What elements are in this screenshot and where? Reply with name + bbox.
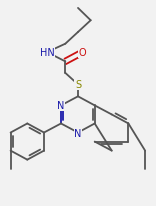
Text: HN: HN [40, 48, 54, 58]
Text: S: S [75, 80, 81, 90]
Text: O: O [79, 48, 86, 58]
Text: N: N [74, 128, 82, 138]
Text: N: N [57, 101, 65, 111]
